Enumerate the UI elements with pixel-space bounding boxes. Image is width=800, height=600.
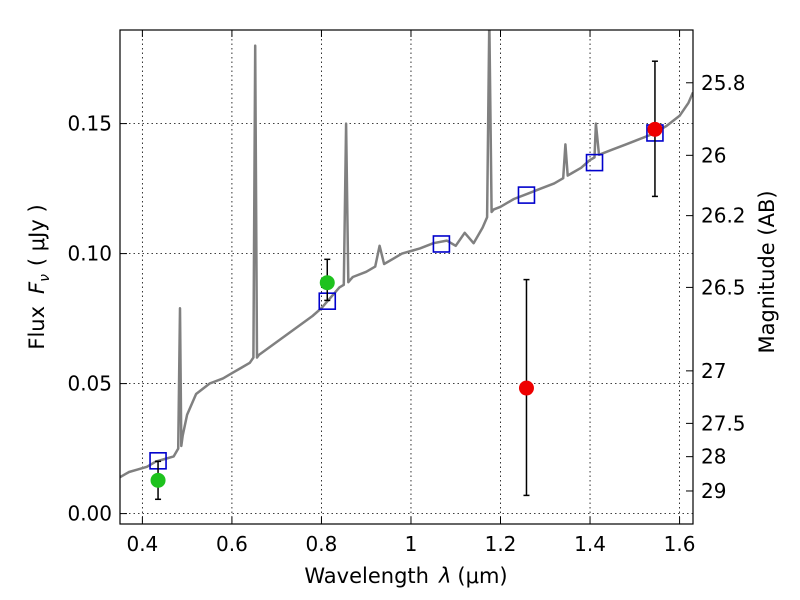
- right-tick-label: 29: [701, 479, 726, 503]
- x-tick-label: 0.6: [216, 532, 248, 556]
- x-tick-label: 0.8: [306, 532, 338, 556]
- grid-lines: [120, 30, 693, 524]
- tick-labels: 0.4 0.6 0.8 1 1.2 1.4 1.6 0.00 0.05 0.10 0.15 25.8 2…: [67, 71, 745, 556]
- right-tick-label: 27: [701, 359, 726, 383]
- x-tick-label: 1.4: [574, 532, 606, 556]
- x-tick-label: 1: [405, 532, 418, 556]
- plot-frame: [119, 29, 694, 525]
- data-point: [518, 380, 534, 396]
- spectrum-line: [120, 30, 693, 479]
- y-tick-label: 0.05: [67, 372, 112, 396]
- plot-area: [120, 30, 693, 501]
- right-tick-label: 26.5: [701, 275, 746, 299]
- y-tick-label: 0.00: [67, 502, 112, 526]
- right-tick-label: 26: [701, 143, 726, 167]
- y-tick-label: 0.15: [67, 112, 112, 136]
- data-point: [319, 275, 335, 291]
- data-point: [647, 121, 663, 137]
- x-axis-label: Wavelength λ (μm): [304, 564, 507, 588]
- model-square-marker: [585, 153, 604, 172]
- right-axis-label: Magnitude (AB): [755, 190, 779, 353]
- data-point: [150, 472, 166, 488]
- y-tick-label: 0.10: [67, 242, 112, 266]
- model-square-marker: [517, 186, 536, 204]
- model-square-marker: [432, 235, 451, 253]
- x-tick-label: 0.4: [126, 532, 158, 556]
- right-tick-label: 26.2: [701, 204, 746, 228]
- right-tick-label: 28: [701, 445, 726, 469]
- x-tick-label: 1.6: [664, 532, 696, 556]
- right-tick-label: 25.8: [701, 71, 746, 95]
- x-tick-label: 1.2: [485, 532, 517, 556]
- right-tick-label: 27.5: [701, 411, 746, 435]
- axis-ticks: [120, 30, 693, 524]
- y-axis-label: FluxFν( μJy ): [25, 204, 53, 349]
